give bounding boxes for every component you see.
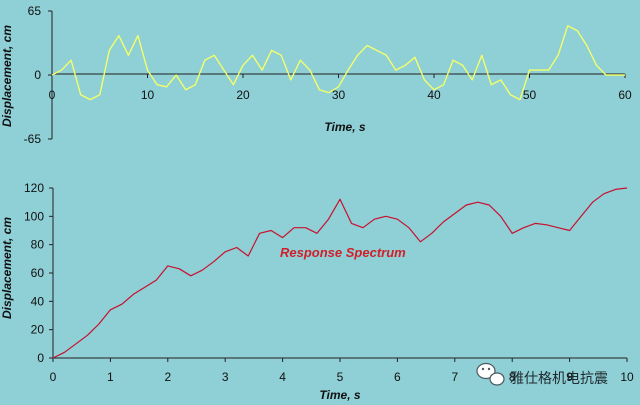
- watermark-text: 雅仕格机电抗震: [510, 371, 608, 387]
- x-tick-label: 60: [618, 88, 632, 102]
- chart-panel-2: 0 20 40 60 80 100 120 0 1 2 3 4 5 6 7 8 9 10 Time, s Displa…: [0, 181, 634, 402]
- y-tick-label: 40: [31, 294, 45, 308]
- y-tick-label: 0: [37, 351, 44, 365]
- y-tick-label: 60: [31, 266, 45, 280]
- x-tick-label: 10: [620, 370, 634, 384]
- x-tick-label: 3: [222, 370, 229, 384]
- x-tick-label: 7: [451, 370, 458, 384]
- y-axis-title: Displacement, cm: [0, 217, 14, 319]
- x-tick-label: 0: [49, 88, 56, 102]
- x-tick-label: 8: [509, 370, 516, 384]
- x-tick-label: 2: [164, 370, 171, 384]
- wechat-eye: [481, 367, 485, 371]
- watermark: 雅仕格机电抗震: [476, 362, 608, 387]
- x-tick-label: 0: [50, 370, 57, 384]
- x-tick-label: 40: [427, 88, 441, 102]
- wechat-eye: [487, 367, 491, 371]
- x-tick-label: 20: [236, 88, 250, 102]
- x-tick-label: 10: [141, 88, 155, 102]
- wechat-bubble-large: [476, 362, 496, 380]
- y-tick-label: 0: [34, 68, 41, 82]
- y-tick-label: 80: [31, 238, 45, 252]
- x-tick-label: 1: [107, 370, 114, 384]
- series-line: [52, 187, 628, 359]
- y-tick-label: 20: [31, 323, 45, 337]
- x-tick-label: 50: [523, 88, 537, 102]
- x-axis-title: Time, s: [324, 120, 365, 134]
- series-line: [51, 25, 625, 101]
- chart-panel-1: 65 0 -65 0 10 20 30 40 50 60 Time, s Displacement, …: [0, 4, 632, 146]
- y-axis-title: Displacement, cm: [0, 25, 14, 127]
- x-tick-label: 6: [394, 370, 401, 384]
- x-tick-label: 30: [332, 88, 346, 102]
- x-axis-title: Time, s: [319, 388, 360, 402]
- response-spectrum-label: Response Spectrum: [280, 245, 406, 260]
- x-tick-label: 9: [566, 370, 573, 384]
- wechat-bubble-small: [489, 372, 505, 386]
- y-tick-label: 100: [24, 209, 44, 223]
- x-tick-label: 5: [337, 370, 344, 384]
- y-tick-label: 120: [24, 181, 44, 195]
- x-tick-label: 4: [279, 370, 286, 384]
- y-tick-label: -65: [24, 132, 42, 146]
- wechat-icon: [476, 362, 505, 386]
- y-tick-label: 65: [28, 4, 42, 18]
